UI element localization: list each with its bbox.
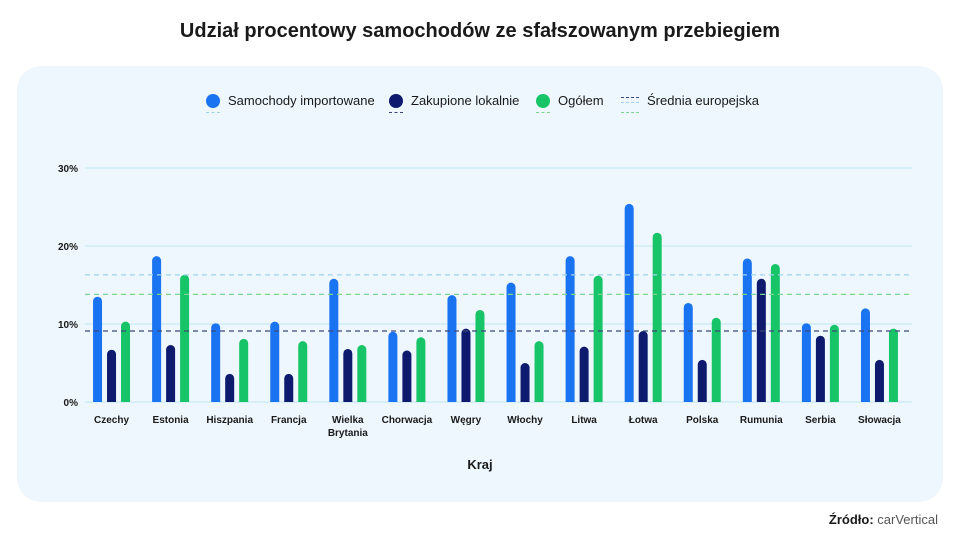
- bar-overall: [357, 345, 367, 402]
- bar-overall: [121, 321, 131, 402]
- legend-imported-avg-dash: [206, 112, 220, 113]
- y-tick-label: 10%: [58, 320, 78, 331]
- legend-average: Średnia europejska: [621, 93, 759, 108]
- chart-title: Udział procentowy samochodów ze sfałszow…: [179, 20, 781, 42]
- x-tick-label: Polska: [686, 415, 719, 426]
- bar-imported: [801, 323, 811, 402]
- x-tick-label: Francja: [271, 415, 307, 426]
- x-tick-label: Serbia: [805, 415, 836, 426]
- legend-imported-label: Samochody importowane: [228, 93, 375, 108]
- legend-overall-avg-dash: [536, 112, 550, 113]
- bar-imported: [211, 323, 221, 402]
- x-tick-label: Wielka: [332, 415, 364, 426]
- bar-overall: [652, 232, 662, 402]
- y-tick-label: 20%: [58, 242, 78, 253]
- bar-local: [815, 335, 825, 402]
- x-tick-label: Włochy: [507, 415, 543, 426]
- bar-imported: [742, 258, 752, 402]
- chart-card: [17, 66, 943, 502]
- legend-local-label: Zakupione lokalnie: [411, 93, 520, 108]
- bar-imported: [683, 302, 693, 402]
- bar-imported: [624, 203, 634, 402]
- bar-overall: [829, 324, 839, 402]
- bar-overall: [298, 341, 308, 402]
- legend-local: Zakupione lokalnie: [389, 93, 519, 108]
- bar-imported: [270, 321, 280, 402]
- legend-imported: Samochody importowane: [206, 93, 375, 108]
- bar-local: [520, 363, 530, 402]
- x-tick-label: Słowacja: [858, 415, 901, 426]
- bar-overall: [888, 328, 898, 402]
- bar-overall: [239, 338, 249, 402]
- x-tick-label: Brytania: [328, 428, 368, 439]
- bar-local: [107, 349, 117, 402]
- legend-local-avg-dash: [389, 112, 403, 113]
- bar-imported: [447, 295, 457, 402]
- bar-local: [756, 278, 766, 402]
- y-tick-label: 0%: [64, 398, 79, 409]
- bar-local: [284, 373, 294, 402]
- bar-imported: [565, 256, 575, 402]
- x-axis-title: Kraj: [467, 457, 493, 472]
- bar-local: [874, 359, 884, 402]
- bar-overall: [475, 309, 485, 402]
- x-tick-label: Rumunia: [740, 415, 783, 426]
- bar-local: [461, 328, 471, 402]
- bar-imported: [152, 256, 162, 402]
- y-tick-label: 30%: [58, 164, 78, 175]
- legend-average-dash: [621, 112, 639, 113]
- bar-overall: [416, 337, 426, 402]
- legend-local-dot: [389, 93, 403, 108]
- legend-average-icon: [621, 94, 639, 108]
- bar-imported: [93, 296, 103, 402]
- bar-local: [225, 373, 235, 402]
- bar-imported: [388, 331, 398, 402]
- legend-overall-dot: [536, 93, 550, 108]
- bar-overall: [770, 263, 780, 402]
- x-tick-label: Węgry: [451, 415, 482, 426]
- x-tick-label: Litwa: [571, 415, 597, 426]
- source-value: carVertical: [877, 512, 938, 527]
- legend-overall: Ogółem: [536, 93, 604, 108]
- bar-imported: [506, 282, 516, 402]
- bar-imported: [860, 308, 870, 402]
- legend-average-label: Średnia europejska: [647, 93, 760, 108]
- source-label: Źródło:: [828, 512, 874, 527]
- bar-local: [166, 345, 176, 402]
- x-tick-label: Chorwacja: [382, 415, 433, 426]
- x-tick-label: Hiszpania: [206, 415, 253, 426]
- x-tick-label: Estonia: [153, 415, 190, 426]
- bar-imported: [329, 278, 339, 402]
- bar-local: [697, 359, 707, 402]
- bar-overall: [180, 274, 190, 402]
- source-credit: Źródło: carVertical: [829, 512, 938, 527]
- x-tick-label: Łotwa: [629, 415, 658, 426]
- legend-overall-label: Ogółem: [558, 93, 604, 108]
- x-tick-label: Czechy: [94, 415, 129, 426]
- bar-local: [343, 348, 353, 402]
- legend-imported-dot: [206, 93, 220, 108]
- bar-overall: [534, 341, 544, 402]
- bar-overall: [593, 275, 603, 402]
- bar-local: [402, 350, 412, 402]
- bar-local: [638, 331, 648, 402]
- bar-overall: [711, 317, 721, 402]
- bar-local: [579, 346, 589, 402]
